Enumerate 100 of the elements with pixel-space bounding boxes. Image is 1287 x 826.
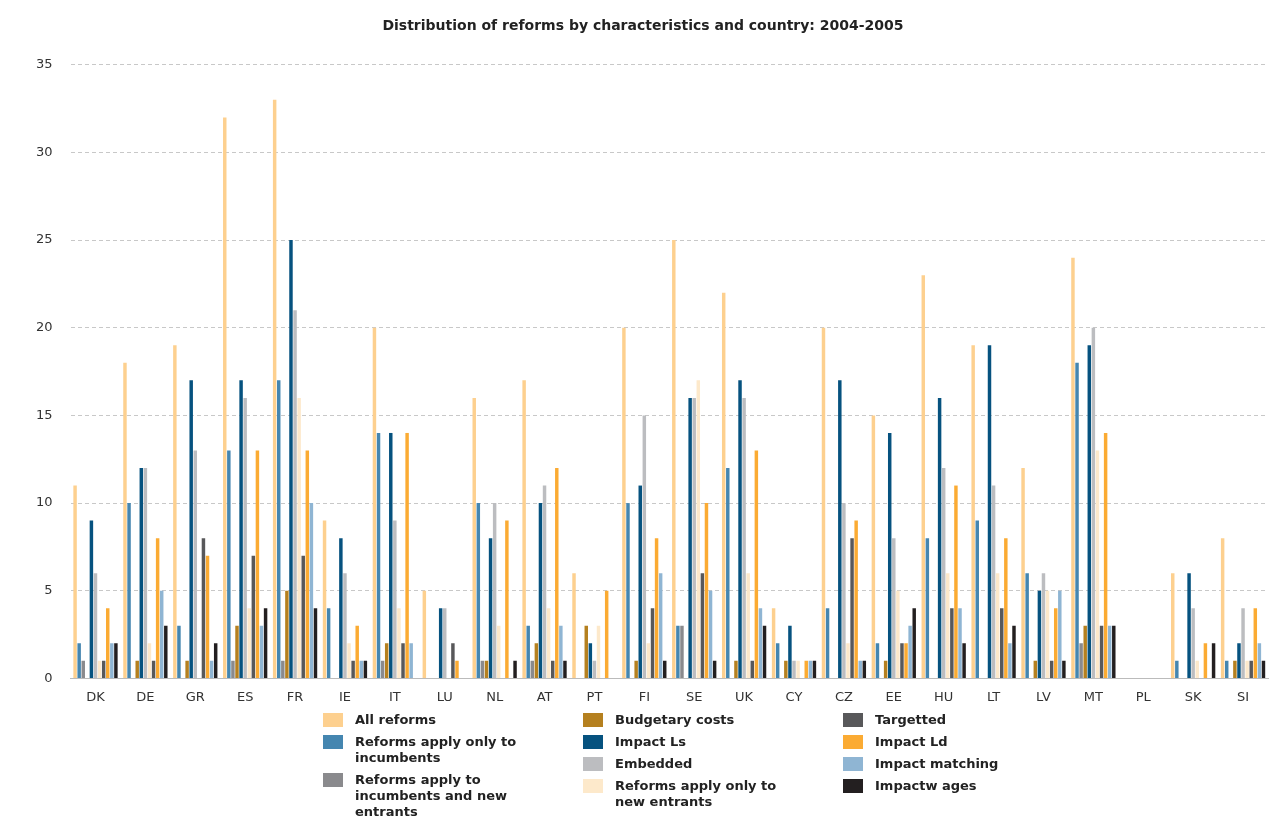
bar bbox=[289, 240, 293, 678]
bar bbox=[1187, 573, 1191, 678]
bar bbox=[971, 345, 975, 678]
bar bbox=[896, 590, 900, 678]
bar bbox=[1021, 468, 1025, 678]
bar bbox=[634, 660, 638, 678]
bar bbox=[114, 643, 118, 678]
x-tick-label: CY bbox=[785, 688, 803, 704]
bar bbox=[746, 573, 750, 678]
bar bbox=[164, 625, 168, 678]
bar bbox=[962, 643, 966, 678]
x-tick-label: AT bbox=[536, 688, 553, 704]
legend-label: Impact Ls bbox=[615, 734, 687, 750]
bar bbox=[726, 468, 730, 678]
y-tick-label: 15 bbox=[36, 406, 53, 422]
bar bbox=[572, 573, 576, 678]
bar bbox=[1237, 643, 1241, 678]
bar bbox=[788, 625, 792, 678]
bar bbox=[177, 625, 181, 678]
bar bbox=[1008, 643, 1012, 678]
bar bbox=[397, 608, 401, 678]
bar bbox=[73, 485, 77, 678]
x-tick-label: SE bbox=[685, 688, 703, 704]
x-tick-label: SK bbox=[1184, 688, 1203, 704]
bar bbox=[526, 625, 530, 678]
bar bbox=[285, 590, 289, 678]
bar bbox=[946, 573, 950, 678]
bar bbox=[339, 538, 343, 678]
x-tick-label: PT bbox=[586, 688, 603, 704]
bar bbox=[904, 643, 908, 678]
bar bbox=[784, 660, 788, 678]
legend-label: Targetted bbox=[875, 712, 948, 728]
bar bbox=[77, 643, 81, 678]
legend-label: Impact Ld bbox=[875, 734, 949, 750]
bar bbox=[1062, 660, 1066, 678]
bar bbox=[239, 380, 243, 678]
bar bbox=[1071, 257, 1075, 678]
bar bbox=[672, 240, 676, 678]
bar bbox=[513, 660, 517, 678]
bar bbox=[451, 643, 455, 678]
bar bbox=[900, 643, 904, 678]
legend-label: All reforms bbox=[355, 712, 437, 728]
bar bbox=[231, 660, 235, 678]
x-tick-label: SI bbox=[1237, 688, 1250, 704]
y-tick-label: 30 bbox=[36, 143, 53, 159]
bar bbox=[954, 485, 958, 678]
y-tick-label: 25 bbox=[36, 231, 53, 247]
bar bbox=[846, 643, 850, 678]
y-tick-label: 5 bbox=[44, 582, 53, 598]
bar bbox=[185, 660, 189, 678]
bar bbox=[522, 380, 526, 678]
bar bbox=[389, 432, 393, 678]
bar bbox=[626, 503, 630, 678]
x-tick-label: LV bbox=[1036, 688, 1051, 704]
bar bbox=[227, 450, 231, 678]
x-tick-label: FI bbox=[638, 688, 650, 704]
bar bbox=[676, 625, 680, 678]
bar bbox=[680, 625, 684, 678]
bar bbox=[850, 538, 854, 678]
bar bbox=[472, 397, 476, 678]
bar bbox=[1083, 625, 1087, 678]
bar bbox=[173, 345, 177, 678]
bar bbox=[622, 327, 626, 678]
bar bbox=[1012, 625, 1016, 678]
bar bbox=[738, 380, 742, 678]
bar bbox=[1004, 538, 1008, 678]
bar bbox=[301, 555, 305, 678]
bar bbox=[455, 660, 459, 678]
x-tick-label: FR bbox=[286, 688, 304, 704]
x-tick-label: GR bbox=[185, 688, 205, 704]
bar bbox=[135, 660, 139, 678]
y-tick-label: 0 bbox=[44, 669, 53, 685]
x-tick-label: IE bbox=[338, 688, 351, 704]
bar bbox=[235, 625, 239, 678]
y-tick-label: 35 bbox=[36, 56, 53, 72]
bar bbox=[1025, 573, 1029, 678]
legend-label: Reforms apply to incumbents and new entrants bbox=[355, 772, 508, 820]
x-tick-label: UK bbox=[735, 688, 754, 704]
bar bbox=[1075, 362, 1079, 678]
x-tick-label: IT bbox=[388, 688, 401, 704]
x-tick-label: DK bbox=[86, 688, 106, 704]
bar bbox=[858, 660, 862, 678]
bar bbox=[123, 362, 127, 678]
bar bbox=[409, 643, 413, 678]
bar bbox=[127, 503, 131, 678]
bar bbox=[297, 397, 301, 678]
legend-label: Embedded bbox=[615, 756, 694, 772]
y-tick-label: 10 bbox=[36, 494, 53, 510]
bar bbox=[555, 468, 559, 678]
legend-label: Impactw ages bbox=[875, 778, 978, 794]
bar bbox=[838, 380, 842, 678]
x-tick-label: HU bbox=[934, 688, 954, 704]
legend-label: Reforms apply only to incumbents bbox=[355, 734, 518, 766]
bar bbox=[796, 660, 800, 678]
chart-title: Distribution of reforms by characteristics and country: 2004-2005 bbox=[382, 17, 904, 34]
bar bbox=[563, 660, 567, 678]
bar bbox=[281, 660, 285, 678]
x-tick-label: EE bbox=[885, 688, 903, 704]
bar bbox=[734, 660, 738, 678]
bar bbox=[110, 643, 114, 678]
